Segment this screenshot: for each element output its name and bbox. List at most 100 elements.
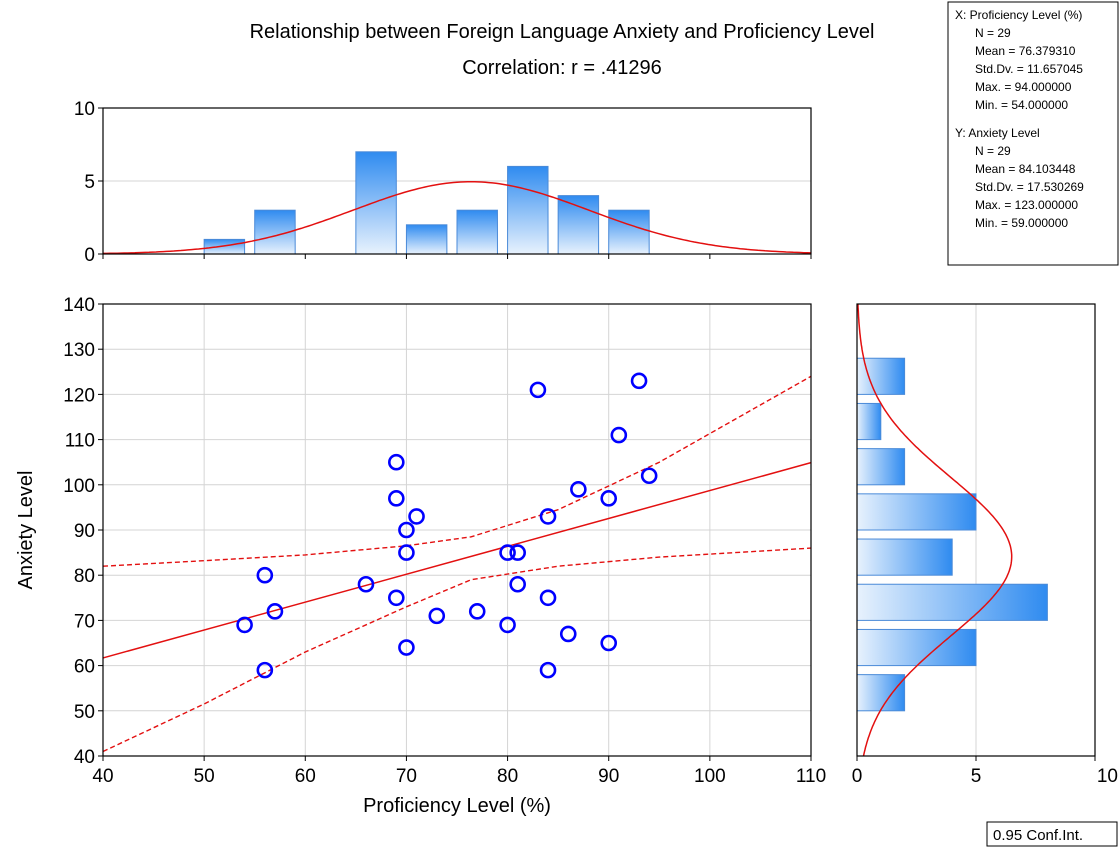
top-histogram-bar [405,224,448,255]
top-histogram: 0 5 10 [74,99,812,266]
y-tick-label: 50 [74,702,95,723]
y-tick-label: 60 [74,657,95,678]
scatter-points [236,372,658,679]
top-histogram-bar [507,165,549,255]
y-tick-label: 110 [65,431,95,452]
top-histogram-bar [355,151,397,255]
x-tick-label: 70 [396,766,417,787]
data-point [388,490,405,507]
scatter-grid [103,304,811,756]
top-y-tick-label: 5 [84,172,95,193]
data-point [499,616,516,634]
x-tick-label: 60 [295,766,316,787]
top-normal-curve [103,180,812,255]
x-tick-label: 90 [598,766,619,787]
data-point [640,467,658,485]
data-point [398,639,415,656]
top-histogram-bar [203,238,246,255]
legend-label: 0.95 Conf.Int. [993,827,1083,844]
confidence-band-lower [102,547,812,753]
right-histogram-bar [856,583,1048,621]
data-point [357,575,375,593]
data-point [388,589,405,607]
data-point [570,481,587,498]
right-histogram-bar [856,674,906,712]
y-tick-label: 40 [74,747,95,768]
stats-x-line: Std.Dv. = 11.657045 [975,62,1083,76]
regression-line [102,461,812,659]
y-tick-label: 120 [63,385,95,406]
top-y-tick-label: 10 [74,99,95,120]
legend: 0.95 Conf.Int. [986,821,1118,847]
stats-y-header: Y: Anxiety Level [955,126,1040,140]
data-point [509,575,526,593]
x-axis-title: Proficiency Level (%) [363,795,551,817]
chart-subtitle: Correlation: r = .41296 [462,57,662,79]
confidence-band-upper [102,375,812,567]
y-axis-title: Anxiety Level [15,471,37,590]
data-point [600,634,618,652]
data-point [388,453,405,471]
data-point [610,426,628,444]
data-point [468,603,486,620]
right-histogram-bar [856,402,882,441]
top-histogram-bar [456,209,498,255]
y-tick-label: 90 [74,521,95,542]
data-point [266,603,284,620]
right-histogram-bars [856,357,1048,712]
data-point [539,661,557,679]
data-point [398,544,415,561]
x-tick-label: 100 [694,766,726,787]
right-x-tick-label: 5 [971,766,982,787]
right-x-tick-label: 10 [1097,766,1118,787]
data-point [499,544,516,561]
right-normal-curve [857,304,1013,757]
stats-x-line: N = 29 [975,26,1011,40]
scatter-panel: 40 50 60 70 80 90 100 110 40 50 60 70 80 90 100 110 120 1… [15,254,826,817]
right-histogram-bar [856,448,906,486]
stats-y-line: Std.Dv. = 17.530269 [975,180,1084,194]
right-histogram-bar [856,493,977,531]
data-point [539,589,557,607]
top-histogram-frame [102,107,812,255]
top-histogram-bar [608,209,650,255]
data-point [539,508,557,525]
data-point [509,544,526,561]
data-point [529,381,547,399]
stats-y-line: Mean = 84.103448 [975,162,1076,176]
legend-frame [986,821,1118,847]
y-tick-label: 140 [63,295,95,316]
stats-x-header: X: Proficiency Level (%) [955,8,1082,22]
right-x-tick-label: 0 [852,766,863,787]
stats-y-line: Max. = 123.000000 [975,198,1078,212]
data-point [256,661,274,679]
y-tick-label: 80 [74,566,95,587]
right-histogram-bar [856,538,953,576]
y-tick-label: 130 [63,340,95,361]
stats-x-line: Max. = 94.000000 [975,80,1072,94]
x-tick-label: 80 [497,766,518,787]
stats-y-line: Min. = 59.000000 [975,216,1068,230]
x-tick-label: 40 [92,766,113,787]
data-point [630,372,648,390]
stats-box-frame [947,1,1119,266]
data-point [408,508,425,525]
data-point [600,490,618,507]
x-tick-label: 50 [194,766,215,787]
data-point [559,625,577,643]
chart-title: Relationship between Foreign Language An… [250,21,875,43]
data-point [428,607,446,625]
data-point [256,566,274,584]
stats-box: X: Proficiency Level (%) N = 29 Mean = 76.… [947,1,1119,266]
stats-x-line: Mean = 76.379310 [975,44,1076,58]
right-histogram-bar [856,628,977,667]
data-point [398,521,415,539]
top-y-tick-label: 0 [84,245,95,266]
y-tick-label: 70 [74,611,95,632]
data-point [236,616,253,634]
x-tick-label: 110 [796,766,826,787]
stats-y-line: N = 29 [975,144,1011,158]
stats-x-line: Min. = 54.000000 [975,98,1068,112]
right-histogram: 0 5 10 [852,303,1118,787]
